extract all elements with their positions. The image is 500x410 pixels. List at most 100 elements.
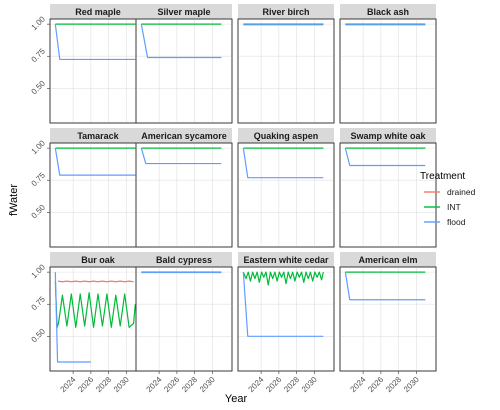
legend-item-drained: drained [424, 187, 476, 197]
x-tick-label: 2024 [59, 375, 78, 394]
panel-title: American elm [358, 255, 417, 265]
panel-black-ash: Black ash [339, 4, 437, 124]
series-line-flood [344, 147, 426, 167]
legend-items: drained INT flood [424, 187, 476, 227]
panel-border [237, 142, 335, 248]
panel-title: American sycamore [141, 131, 227, 141]
panel-plot-area [135, 18, 233, 124]
panel-plot-area [339, 18, 437, 124]
y-tick-label: 0.75 [30, 46, 48, 64]
panel-title: Black ash [367, 7, 409, 17]
panel-border [237, 266, 335, 372]
panel-border [339, 266, 437, 372]
x-tick-label: 2028 [282, 375, 301, 394]
y-axis-title: fWater [8, 184, 20, 216]
panel-quaking-aspen: Quaking aspen [237, 128, 335, 248]
panel-plot-area [339, 142, 437, 248]
series-line-flood [54, 148, 136, 176]
panel-border [135, 18, 233, 124]
panel-swamp-white-oak: Swamp white oak [339, 128, 437, 248]
panel-border [237, 18, 335, 124]
y-tick-label: 0.50 [30, 326, 48, 344]
panel-title: Red maple [75, 7, 121, 17]
series-line-flood [54, 272, 91, 363]
panel-strip [238, 252, 334, 267]
x-tick-label: 2030 [300, 375, 319, 394]
panel-strip [136, 252, 232, 267]
panel-border [339, 142, 437, 248]
x-tick-label: 2028 [94, 375, 113, 394]
y-tick-label: 0.75 [30, 294, 48, 312]
panel-strip [340, 128, 436, 143]
x-tick-label: 2028 [384, 375, 403, 394]
facet-panels: Red maple 0.50 0.75 1.00 Silver maple River b… [30, 4, 437, 394]
series-line-flood [242, 272, 324, 337]
panel-plot-area [135, 266, 233, 372]
x-tick-label: 2030 [112, 375, 131, 394]
panel-red-maple: Red maple 0.50 0.75 1.00 [30, 4, 147, 124]
panel-plot-area [49, 18, 147, 124]
panel-plot-area [237, 142, 335, 248]
panel-american-sycamore: American sycamore [135, 128, 233, 248]
panel-border [135, 142, 233, 248]
panel-river-birch: River birch [237, 4, 335, 124]
series-line-drained [57, 280, 134, 283]
series-line-flood [140, 24, 222, 59]
panel-plot-area [49, 142, 147, 248]
panel-strip [340, 252, 436, 267]
x-tick-label: 2026 [264, 375, 283, 394]
x-tick-label: 2026 [76, 375, 95, 394]
y-tick-label: 1.00 [30, 14, 48, 32]
panel-title: River birch [262, 7, 309, 17]
panel-strip [50, 252, 146, 267]
series-line-int [54, 281, 136, 328]
legend: Treatment drained INT flood [420, 171, 476, 227]
legend-label: drained [447, 187, 476, 197]
x-tick-label: 2024 [349, 375, 368, 394]
panel-plot-area [49, 266, 147, 372]
panel-strip [50, 128, 146, 143]
x-tick-label: 2028 [180, 375, 199, 394]
panel-title: Swamp white oak [350, 131, 426, 141]
y-tick-label: 0.50 [30, 202, 48, 220]
x-tick-label: 2024 [247, 375, 266, 394]
panel-strip [238, 4, 334, 19]
panel-border [135, 266, 233, 372]
series-line-flood [242, 148, 324, 179]
panel-plot-area [237, 18, 335, 124]
x-tick-label: 2030 [402, 375, 421, 394]
x-tick-label: 2030 [198, 375, 217, 394]
series-line-flood [344, 272, 426, 301]
panel-plot-area [339, 266, 437, 372]
panel-silver-maple: Silver maple [135, 4, 233, 124]
series-line-flood [54, 24, 136, 61]
y-tick-label: 1.00 [30, 138, 48, 156]
legend-label: INT [447, 202, 461, 212]
y-tick-label: 0.50 [30, 78, 48, 96]
series-line-int [242, 271, 324, 286]
panel-title: Quaking aspen [254, 131, 319, 141]
panel-title: Silver maple [157, 7, 210, 17]
y-tick-label: 1.00 [30, 262, 48, 280]
panel-tamarack: Tamarack 0.50 0.75 1.00 [30, 128, 147, 248]
panel-strip [50, 4, 146, 19]
panel-strip [340, 4, 436, 19]
x-tick-label: 2026 [162, 375, 181, 394]
panel-strip [238, 128, 334, 143]
panel-title: Bald cypress [156, 255, 212, 265]
series-line-flood [140, 147, 222, 165]
legend-item-flood: flood [424, 217, 466, 227]
panel-title: Bur oak [81, 255, 116, 265]
panel-title: Tamarack [77, 131, 119, 141]
y-tick-label: 0.75 [30, 170, 48, 188]
panel-strip [136, 128, 232, 143]
panel-strip [136, 4, 232, 19]
x-axis-title: Year [225, 393, 248, 405]
x-tick-label: 2024 [145, 375, 164, 394]
panel-border [339, 18, 437, 124]
